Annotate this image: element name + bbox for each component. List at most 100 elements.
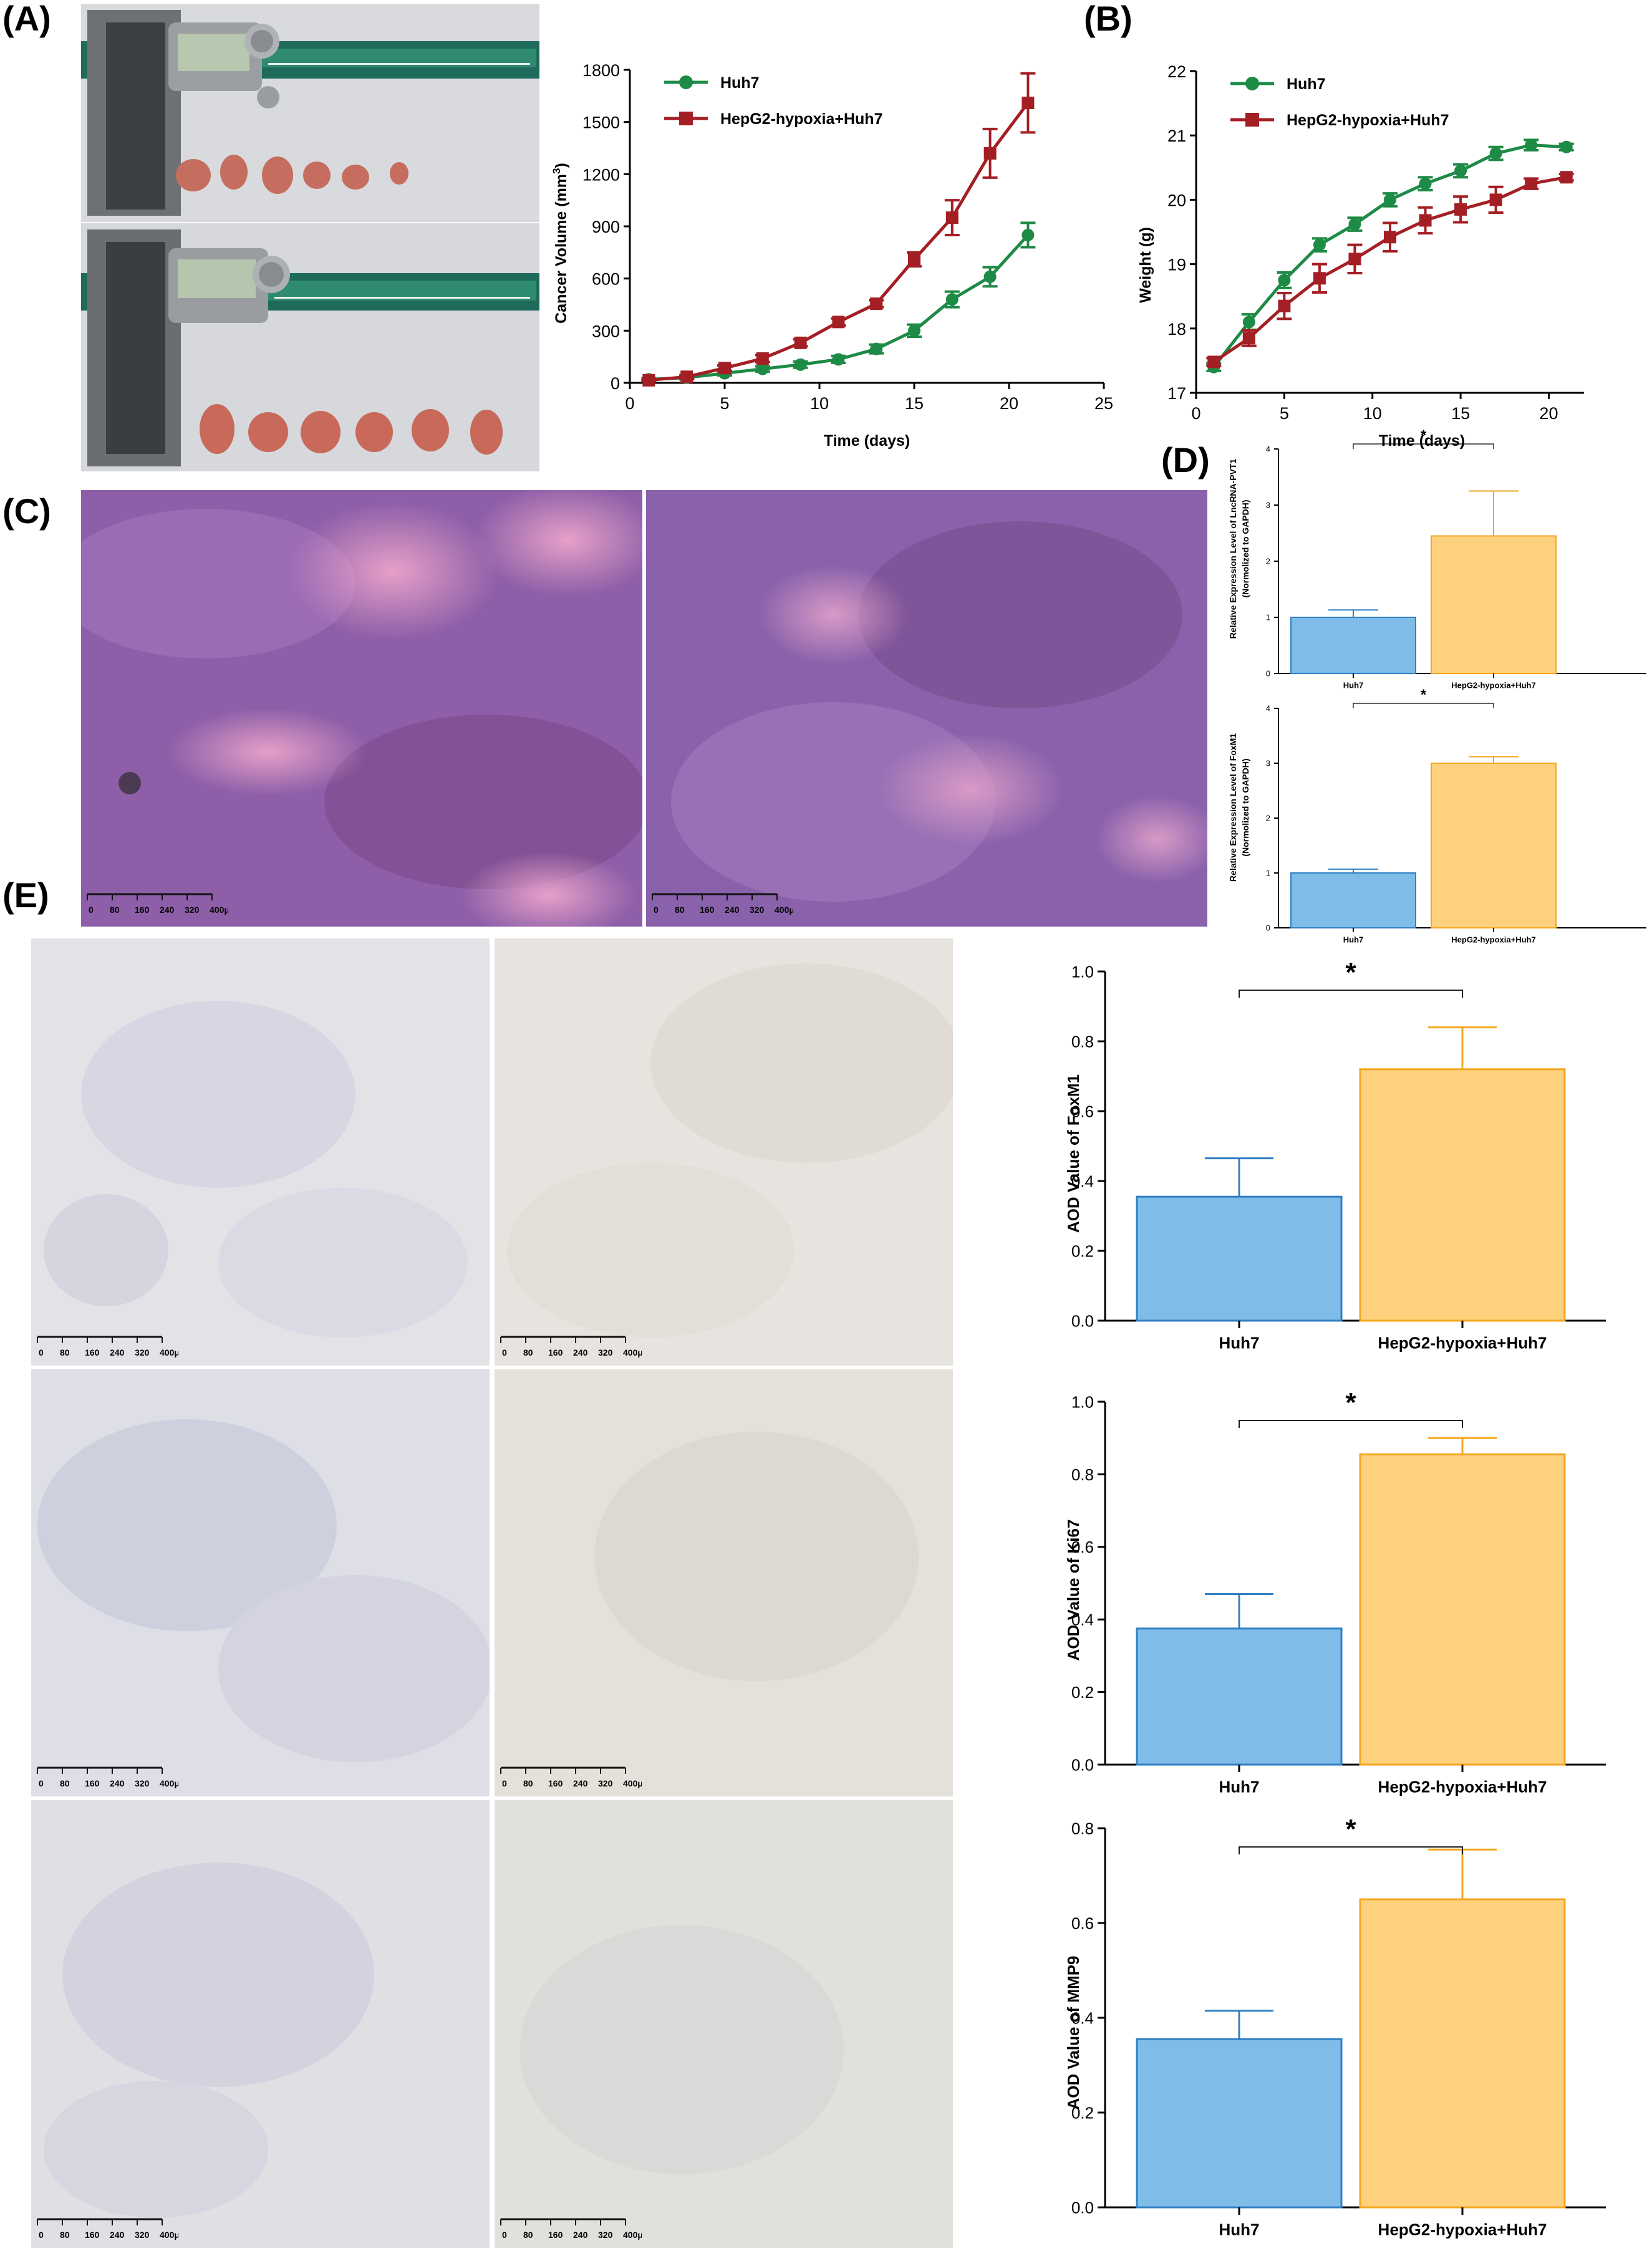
significance-star: *	[1345, 957, 1356, 988]
y-tick-label: 0	[611, 374, 620, 393]
data-point	[870, 342, 883, 355]
panel-label-c: (C)	[2, 491, 51, 531]
pvt1-bars: 0 1 2 3 4 Huh7 HepG2-hypoxia+Huh7 *	[1266, 427, 1646, 690]
data-point	[1454, 203, 1467, 216]
data-point	[1207, 355, 1220, 369]
data-point	[1313, 272, 1326, 285]
bar	[1359, 1068, 1566, 1322]
bar	[1136, 1195, 1343, 1322]
aod-ki67-y-label: AOD Value of Ki67	[1064, 1520, 1083, 1661]
he-stain-image	[646, 490, 1207, 927]
scalebar-label: 320	[135, 1778, 150, 1788]
y-tick-label: 2	[1266, 814, 1270, 823]
x-tick-label: 5	[720, 394, 729, 413]
data-point	[1384, 193, 1396, 206]
weight-x-label: Time (days)	[1379, 432, 1465, 450]
x-tick-label: 20	[1539, 404, 1558, 423]
legend-marker	[679, 112, 693, 125]
data-point	[1419, 214, 1432, 227]
bar	[1431, 535, 1557, 674]
legend-label: Huh7	[1287, 75, 1326, 93]
bar	[1136, 2038, 1343, 2209]
scalebar-label: 160	[85, 2230, 100, 2240]
scalebar-lines: 0 80 160 240 320 400μm	[37, 1767, 178, 1788]
y-tick-label: 0.8	[1071, 1819, 1094, 1838]
pvt1-y-label-1: Relative Expression Level of LncRNA-PVT1	[1228, 458, 1238, 639]
panel-label-b: (B)	[1084, 0, 1133, 38]
volume-axes: 0 5 10 15 20 25 0 300 600 900 1200 1500 1800	[582, 61, 1113, 413]
volume-y-label: Cancer Volume (mm3)	[551, 163, 570, 324]
significance-star: *	[1421, 687, 1427, 703]
he-image-hepg2: 0 80 160 240 320 400μm	[646, 490, 1207, 927]
scalebar-label: 240	[160, 905, 175, 915]
scalebar-lines: 0 80 160 240 320 400μm	[500, 1767, 642, 1788]
data-point	[832, 353, 845, 366]
data-point	[832, 316, 845, 329]
aod-ki67-bars: 0.0 0.2 0.4 0.6 0.8 1.0 Huh7 HepG2-hypoxia+Huh7…	[1071, 1387, 1606, 1796]
scalebar-label: 400μm	[160, 1778, 178, 1788]
caliper-photo-bottom	[81, 223, 539, 471]
scalebar-label: 160	[85, 1347, 100, 1357]
ihc-image-mmp9-hepg2: 0 80 160 240 320 400μm	[495, 1800, 953, 2248]
ihc-scalebar-3: 0 80 160 240 320 400μm	[37, 1767, 178, 1788]
he-scalebar-1: 0 80 160 240 320 400μm	[87, 893, 228, 915]
scalebar-label: 240	[110, 2230, 125, 2240]
data-point	[642, 374, 655, 387]
scalebar-label: 80	[523, 2230, 533, 2240]
data-point	[1313, 238, 1326, 251]
data-point	[1560, 140, 1573, 153]
data-point	[983, 270, 997, 283]
y-tick-label: 2	[1266, 557, 1270, 566]
x-tick-label: 10	[1363, 404, 1382, 423]
data-point	[1489, 193, 1502, 206]
data-point	[1022, 228, 1035, 241]
x-tick-label: 10	[810, 394, 829, 413]
bar	[1290, 872, 1416, 928]
weight-legend: Huh7 HepG2-hypoxia+Huh7	[1230, 75, 1449, 129]
bar	[1431, 763, 1557, 928]
scalebar-label: 80	[60, 1778, 70, 1788]
data-point	[1278, 299, 1291, 312]
scalebar-label: 400μm	[160, 2230, 178, 2240]
y-tick-label: 0.0	[1071, 1755, 1094, 1774]
scalebar-label: 0	[39, 1778, 44, 1788]
volume-legend: Huh7 HepG2-hypoxia+Huh7	[664, 74, 882, 128]
ihc-stain-image	[31, 1369, 490, 1796]
foxm1-expression-bar-chart: 0 1 2 3 4 Huh7 HepG2-hypoxia+Huh7 * Relative Ex…	[1228, 687, 1646, 944]
data-point	[1525, 138, 1538, 152]
y-tick-label: 0	[1266, 923, 1270, 933]
scalebar-label: 80	[523, 1347, 533, 1357]
y-tick-label: 0.4	[1071, 2008, 1094, 2027]
foxm1-expression-bars: 0 1 2 3 4 Huh7 HepG2-hypoxia+Huh7 *	[1266, 687, 1646, 944]
ihc-scalebar-6: 0 80 160 240 320 400μm	[500, 2218, 642, 2240]
significance-star: *	[1345, 1814, 1356, 1844]
scalebar-label: 0	[502, 1778, 507, 1788]
y-tick-label: 0.0	[1071, 2198, 1094, 2217]
panel-label-a: (A)	[2, 0, 51, 38]
scalebar-label: 240	[110, 1778, 125, 1788]
scalebar-lines: 0 80 160 240 320 400μm	[87, 893, 228, 915]
scalebar-label: 160	[548, 2230, 563, 2240]
scalebar-label: 160	[700, 905, 715, 915]
pvt1-bar-chart: 0 1 2 3 4 Huh7 HepG2-hypoxia+Huh7 * Relative Ex…	[1228, 427, 1646, 690]
foxm1-expr-y-label-2: (Normolized to GAPDH)	[1240, 758, 1250, 856]
ihc-stain-image	[495, 1369, 953, 1796]
volume-series	[641, 72, 1036, 387]
data-point	[756, 352, 769, 365]
scalebar-label: 160	[85, 1778, 100, 1788]
data-point	[1525, 177, 1538, 190]
ihc-stain-image	[495, 938, 953, 1366]
y-tick-label: 1500	[582, 113, 620, 132]
scalebar-label: 320	[135, 2230, 150, 2240]
data-point	[1022, 96, 1035, 109]
y-tick-label: 0.4	[1071, 1172, 1094, 1190]
scalebar-label: 320	[598, 1778, 613, 1788]
caliper-photo-icon	[81, 4, 539, 222]
scalebar-label: 400μm	[623, 1778, 642, 1788]
y-tick-label: 1.0	[1071, 1392, 1094, 1411]
legend-marker	[679, 75, 693, 89]
he-stain-image	[81, 490, 642, 927]
y-tick-label: 3	[1266, 759, 1270, 768]
caliper-photo-top	[81, 4, 539, 222]
y-tick-label: 21	[1167, 127, 1186, 145]
